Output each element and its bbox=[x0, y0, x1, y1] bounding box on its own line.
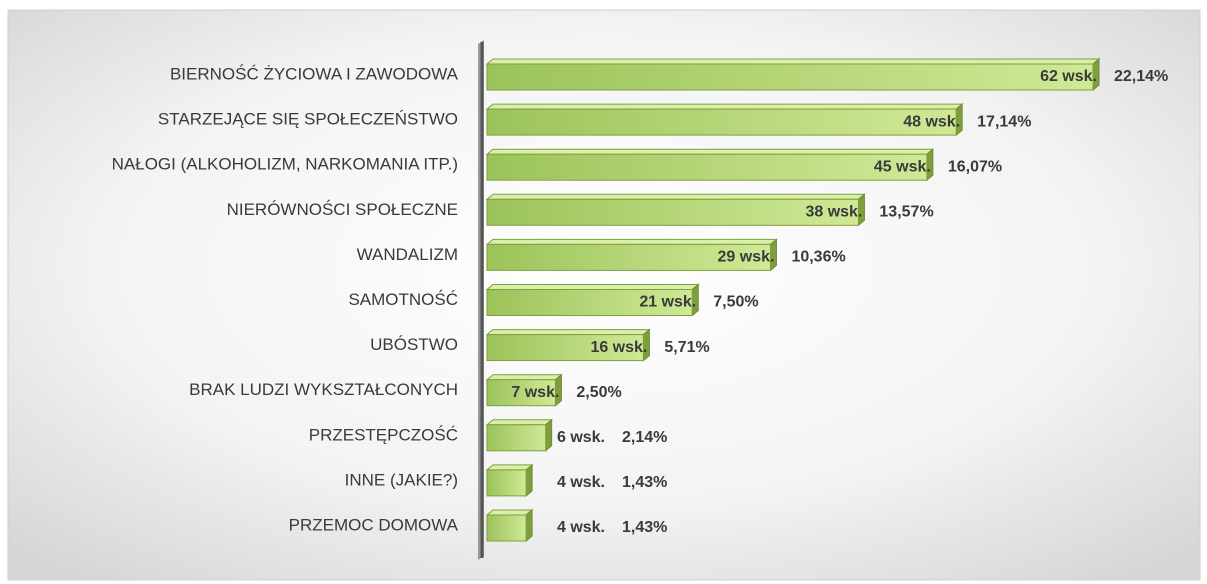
share-label: 16,07% bbox=[948, 158, 1002, 175]
category-label: NIERÓWNOŚCI SPOŁECZNE bbox=[227, 200, 458, 219]
bar-side bbox=[525, 463, 533, 497]
bar-top bbox=[485, 329, 651, 336]
bar bbox=[486, 379, 556, 407]
bar-top bbox=[485, 103, 964, 110]
bar bbox=[486, 198, 859, 226]
share-label: 1,43% bbox=[622, 519, 667, 536]
bar bbox=[486, 153, 928, 181]
category-label: NAŁOGI (ALKOHOLIZM, NARKOMANIA ITP.) bbox=[112, 155, 458, 174]
bar bbox=[486, 424, 547, 452]
value-label: 7 wsk. bbox=[511, 384, 559, 401]
category-label: SAMOTNOŚĆ bbox=[348, 290, 458, 309]
category-label: UBÓSTWO bbox=[370, 335, 458, 354]
share-label: 17,14% bbox=[977, 113, 1031, 130]
category-label: BRAK LUDZI WYKSZTAŁCONYCH bbox=[189, 380, 458, 399]
value-label: 62 wsk. bbox=[1040, 68, 1097, 85]
bar bbox=[486, 334, 644, 362]
value-label: 45 wsk. bbox=[874, 158, 931, 175]
category-label: WANDALIZM bbox=[357, 245, 458, 264]
category-label: INNE (JAKIE?) bbox=[345, 470, 458, 489]
value-label: 29 wsk. bbox=[718, 249, 775, 266]
bar-side bbox=[545, 418, 553, 452]
bar-top bbox=[485, 284, 700, 290]
share-label: 5,71% bbox=[664, 339, 709, 356]
share-label: 2,50% bbox=[576, 384, 621, 401]
value-label: 38 wsk. bbox=[805, 204, 862, 221]
share-label: 10,36% bbox=[791, 249, 845, 266]
bar-top bbox=[485, 374, 563, 381]
value-label: 48 wsk. bbox=[903, 113, 960, 130]
category-label: PRZESTĘPCZOŚĆ bbox=[309, 425, 458, 444]
bar bbox=[486, 289, 693, 316]
share-label: 1,43% bbox=[622, 474, 667, 491]
share-label: 13,57% bbox=[879, 204, 933, 221]
bar-top bbox=[485, 509, 534, 516]
bar-top bbox=[485, 58, 1101, 65]
bar-top bbox=[485, 238, 778, 245]
bar-top bbox=[485, 419, 554, 426]
bar-top bbox=[485, 464, 534, 471]
category-label: BIERNOŚĆ ŻYCIOWA I ZAWODOWA bbox=[170, 64, 459, 83]
bar bbox=[486, 108, 957, 136]
category-label: STARZEJĄCE SIĘ SPOŁECZEŃSTWO bbox=[158, 110, 458, 129]
value-label: 16 wsk. bbox=[590, 339, 647, 356]
category-label: PRZEMOC DOMOWA bbox=[289, 515, 459, 534]
share-label: 2,14% bbox=[622, 429, 667, 446]
value-label: 4 wsk. bbox=[557, 519, 605, 536]
bar-top bbox=[485, 148, 935, 155]
share-label: 22,14% bbox=[1114, 68, 1168, 85]
bar bbox=[486, 469, 527, 497]
bar-side bbox=[525, 508, 533, 543]
value-label: 21 wsk. bbox=[639, 294, 696, 311]
value-label: 4 wsk. bbox=[557, 474, 605, 491]
bar bbox=[486, 63, 1094, 91]
share-label: 7,50% bbox=[713, 294, 758, 311]
bar-top bbox=[485, 193, 866, 200]
bar bbox=[486, 514, 527, 542]
value-label: 6 wsk. bbox=[557, 429, 605, 446]
bar bbox=[486, 243, 771, 271]
